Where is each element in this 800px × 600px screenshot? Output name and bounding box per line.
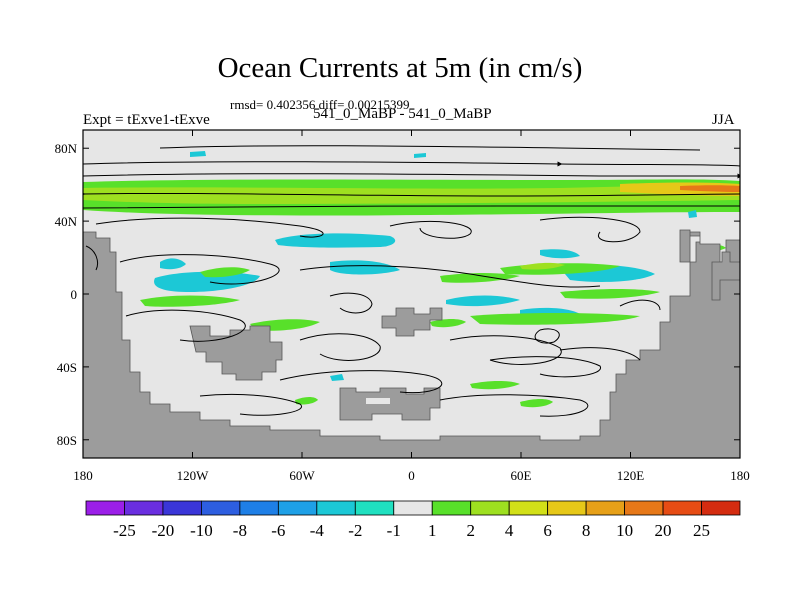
colorbar-label: 20 (655, 521, 672, 540)
colorbar-swatch (585, 500, 625, 516)
colorbar-label: -6 (271, 521, 285, 540)
colorbar-swatch (431, 500, 472, 516)
colorbar-swatch (508, 500, 549, 516)
colorbar-label: 1 (428, 521, 437, 540)
y-tick-label: 80N (55, 141, 78, 156)
stats-line: rmsd= 0.402356 diff= 0.00215399 (230, 97, 410, 112)
land-masks (83, 229, 740, 458)
colorbar-swatch (316, 500, 356, 516)
x-tick-label: 0 (408, 468, 415, 483)
colorbar-swatch (124, 500, 164, 516)
colorbar-swatch (354, 500, 395, 516)
season-label: JJA (712, 112, 735, 128)
x-tick-label: 120W (177, 468, 210, 483)
colorbar-label: -20 (152, 521, 175, 540)
positive-anomaly-band (83, 179, 740, 216)
colorbar-swatch (624, 500, 664, 516)
colorbar-label: 4 (505, 521, 514, 540)
colorbar-swatch (277, 500, 318, 516)
y-tick-label: 80S (57, 433, 77, 448)
colorbar-swatch (662, 500, 702, 516)
colorbar-label: 2 (466, 521, 475, 540)
y-tick-label: 40N (55, 214, 78, 229)
colorbar-swatch (239, 500, 279, 516)
colorbar-swatch (701, 500, 741, 516)
colorbar-swatch (393, 500, 433, 516)
y-tick-label: 40S (57, 360, 77, 375)
case-label: 541_0_MaBP - 541_0_MaBP (313, 106, 492, 122)
x-tick-label: 60W (289, 468, 315, 483)
x-tick-label: 60E (511, 468, 532, 483)
colorbar-swatch (162, 500, 202, 516)
y-tick-label: 0 (71, 287, 78, 302)
colorbar-label: -10 (190, 521, 213, 540)
colorbar-label: 25 (693, 521, 710, 540)
map-area (83, 130, 740, 458)
colorbar-label: -4 (310, 521, 325, 540)
colorbar-label: 10 (616, 521, 633, 540)
y-axis: 80N 40N 0 40S 80S (55, 141, 740, 448)
colorbar-label: -25 (113, 521, 136, 540)
colorbar-label: -1 (387, 521, 401, 540)
colorbar-swatch (547, 500, 587, 516)
chart-title: Ocean Currents at 5m (in cm/s) (217, 52, 583, 84)
experiment-label: Expt = tExve1-tExve (83, 112, 210, 128)
colorbar-label: -2 (348, 521, 362, 540)
x-axis: 180 120W 60W 0 60E 120E 180 (73, 130, 750, 483)
x-tick-label: 120E (617, 468, 645, 483)
colorbar-swatch (85, 500, 125, 516)
colorbar-swatch (470, 500, 510, 516)
colorbar-swatch (201, 500, 241, 516)
streamlines (83, 145, 740, 417)
colorbar-label: 6 (543, 521, 552, 540)
x-tick-label: 180 (730, 468, 750, 483)
colorbar: -25 -20 -10 -8 -6 -4 -2 -1 1 2 4 6 8 10 20 25 (85, 500, 741, 540)
x-tick-label: 180 (73, 468, 93, 483)
colorbar-label: -8 (233, 521, 247, 540)
colorbar-label: 8 (582, 521, 591, 540)
